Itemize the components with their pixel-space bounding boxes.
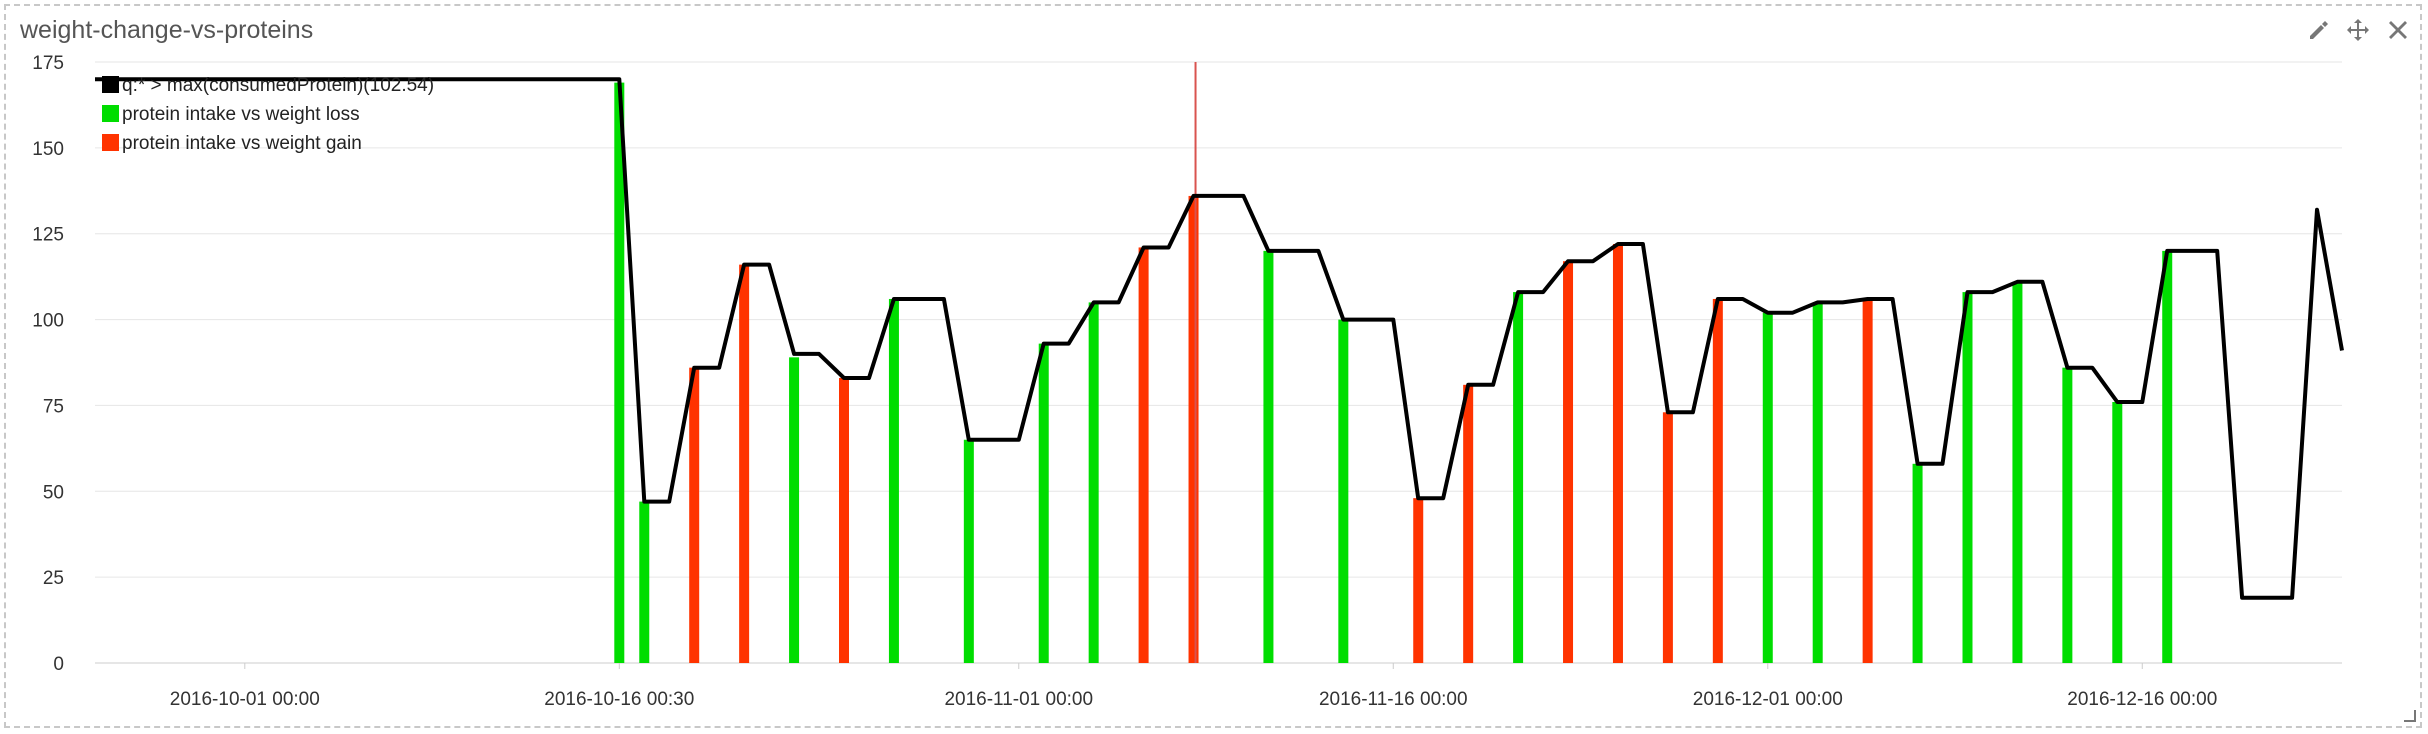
- bar-weight-loss[interactable]: [963, 439, 974, 663]
- y-tick-label: 150: [32, 139, 64, 160]
- bar-weight-loss[interactable]: [789, 357, 800, 663]
- bar-weight-loss[interactable]: [614, 82, 625, 663]
- bar-weight-gain[interactable]: [689, 367, 700, 663]
- legend-swatch: [102, 76, 119, 93]
- bar-weight-gain[interactable]: [1463, 384, 1474, 663]
- bar-weight-loss[interactable]: [1812, 302, 1823, 663]
- y-tick-label: 0: [53, 654, 64, 675]
- x-tick-label: 2016-12-16 00:00: [2067, 689, 2217, 710]
- y-tick-label: 125: [32, 225, 64, 246]
- legend: q:* > max(consumedProtein)(102.54) protei…: [102, 75, 434, 154]
- panel-toolbar: [2306, 18, 2410, 42]
- bar-weight-gain[interactable]: [1862, 298, 1873, 663]
- y-tick-label: 25: [43, 568, 64, 589]
- bar-weight-loss[interactable]: [1912, 463, 1923, 663]
- x-tick-label: 2016-10-01 00:00: [170, 689, 320, 710]
- bar-weight-loss[interactable]: [2062, 367, 2073, 663]
- bar-weight-gain[interactable]: [1138, 247, 1149, 664]
- bar-weight-loss[interactable]: [1088, 302, 1099, 663]
- legend-swatch: [102, 134, 119, 151]
- legend-label: protein intake vs weight gain: [122, 133, 362, 154]
- y-tick-label: 75: [43, 396, 64, 417]
- bar-weight-loss[interactable]: [639, 501, 650, 663]
- bar-weight-gain[interactable]: [1662, 412, 1673, 663]
- x-tick-label: 2016-11-01 00:00: [944, 689, 1093, 710]
- bars-layer: [614, 82, 2173, 664]
- x-tick-label: 2016-12-01 00:00: [1693, 689, 1843, 710]
- max-protein-line[interactable]: [95, 77, 2344, 600]
- grid-layer: [95, 61, 2342, 664]
- y-tick-label: 50: [43, 482, 64, 503]
- pencil-icon[interactable]: [2306, 18, 2330, 42]
- bar-weight-loss[interactable]: [1038, 343, 1049, 663]
- bar-weight-gain[interactable]: [1413, 498, 1424, 663]
- bar-weight-gain[interactable]: [1612, 244, 1623, 663]
- y-tick-label: 175: [32, 53, 64, 74]
- bar-weight-loss[interactable]: [1762, 312, 1773, 663]
- legend-swatch: [102, 105, 119, 122]
- bar-weight-loss[interactable]: [2162, 250, 2173, 663]
- panel-title: weight-change-vs-proteins: [20, 16, 314, 44]
- bar-weight-gain[interactable]: [1712, 298, 1723, 663]
- legend-label: q:* > max(consumedProtein)(102.54): [122, 75, 434, 96]
- line-layer: [95, 77, 2344, 600]
- legend-label: protein intake vs weight loss: [122, 104, 360, 125]
- bar-weight-loss[interactable]: [1263, 250, 1274, 663]
- bar-weight-gain[interactable]: [1563, 261, 1574, 663]
- bar-weight-loss[interactable]: [2012, 281, 2023, 663]
- x-tick-label: 2016-10-16 00:30: [544, 689, 694, 710]
- close-icon[interactable]: [2386, 18, 2410, 42]
- bar-weight-gain[interactable]: [739, 264, 750, 663]
- axis-layer: 0 25 50 75 100 125 150 175 2016-10-01 00:00 2016-…: [32, 53, 2217, 710]
- bar-weight-loss[interactable]: [888, 298, 899, 663]
- x-tick-label: 2016-11-16 00:00: [1319, 689, 1468, 710]
- resize-handle[interactable]: [2404, 710, 2416, 722]
- bar-weight-gain[interactable]: [1188, 195, 1199, 664]
- bar-weight-loss[interactable]: [2112, 401, 2123, 663]
- bar-weight-loss[interactable]: [1962, 292, 1973, 663]
- move-icon[interactable]: [2346, 18, 2370, 42]
- bar-weight-loss[interactable]: [1338, 319, 1349, 663]
- bar-weight-gain[interactable]: [839, 377, 849, 663]
- y-tick-label: 100: [32, 311, 64, 332]
- bar-weight-loss[interactable]: [1513, 292, 1524, 663]
